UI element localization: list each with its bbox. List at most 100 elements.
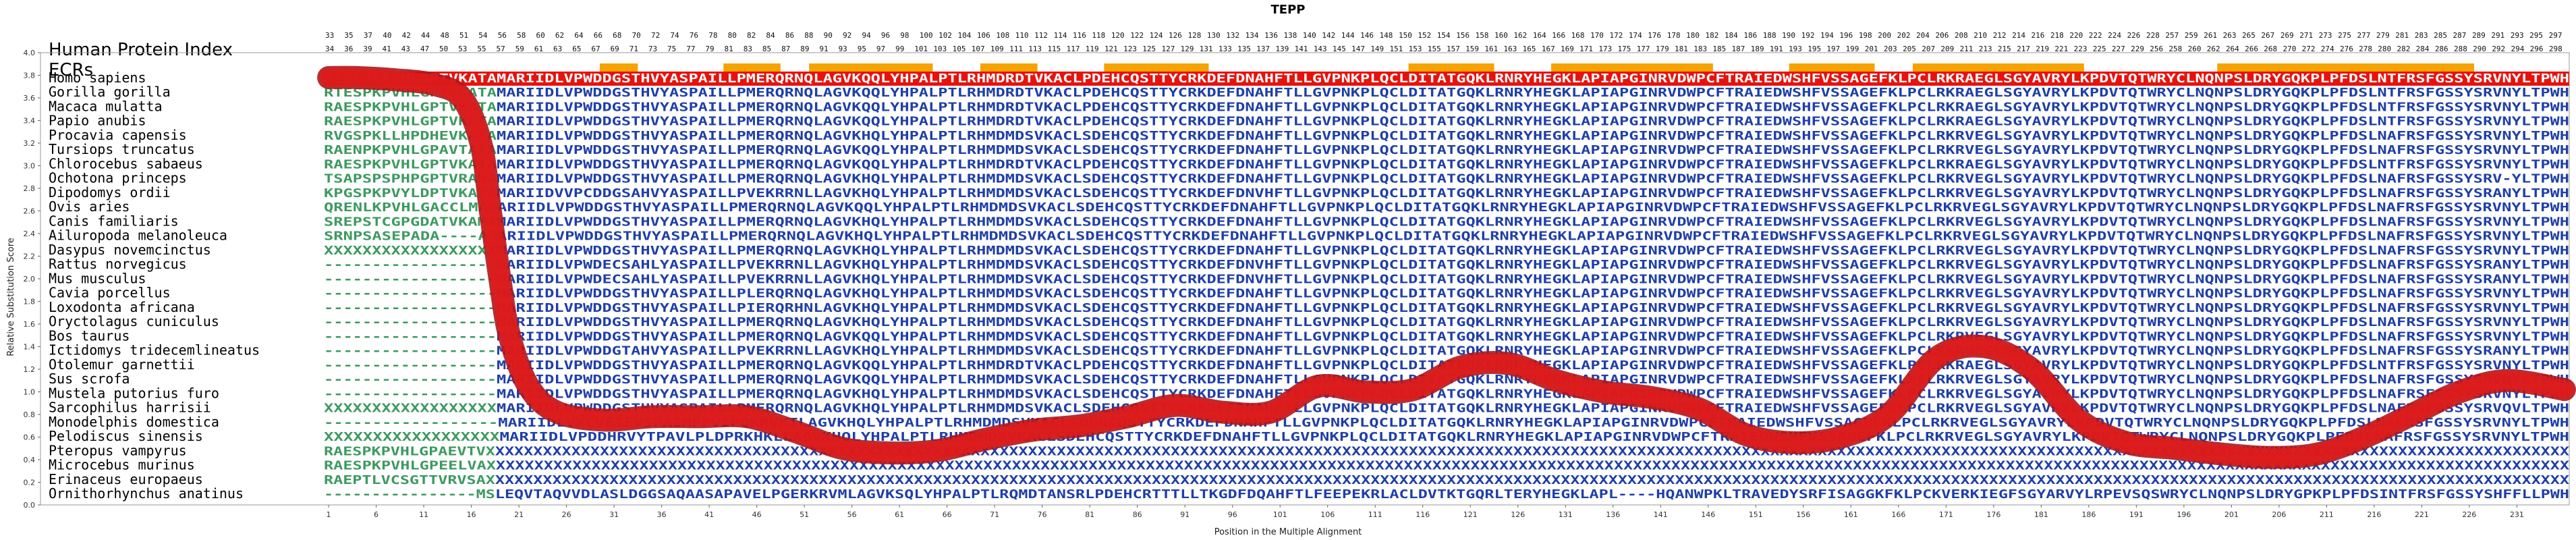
human-position-label: 162 bbox=[1513, 31, 1527, 40]
human-position-label: 153 bbox=[1409, 45, 1422, 53]
human-position-label: 40 bbox=[383, 31, 391, 40]
x-tick-label: 206 bbox=[2272, 510, 2286, 519]
sequence-core: MARIIDLVPWDDGSTHVYASPAILLPMERQRNQLAGVKHQ… bbox=[497, 387, 2569, 401]
human-position-label: 87 bbox=[781, 45, 790, 53]
chart-title: TEPP bbox=[1271, 3, 1306, 17]
sequence-nterm: RAESPKPVHLGPTVKATA bbox=[324, 157, 497, 171]
human-position-label: 146 bbox=[1360, 31, 1374, 40]
human-position-label: 266 bbox=[2245, 45, 2258, 53]
human-position-label: 175 bbox=[1618, 45, 1631, 53]
sequence-nterm: ------------------ bbox=[324, 315, 497, 329]
human-position-label: 256 bbox=[2150, 45, 2163, 53]
human-position-label: 125 bbox=[1142, 45, 1156, 53]
human-protein-index-bottom: 34 36 39 41 43 47 50 53 55 57 59 61 63 65 67 69 71 73 75 77… bbox=[325, 45, 2563, 53]
y-tick-label: 2.2 bbox=[24, 252, 36, 261]
human-position-label: 291 bbox=[2491, 31, 2504, 40]
sequence-nterm: ------------------ bbox=[324, 272, 497, 286]
species-name: Erinaceus europaeus bbox=[49, 471, 203, 487]
human-position-label: 297 bbox=[2549, 31, 2563, 40]
human-position-label: 208 bbox=[1955, 31, 1968, 40]
human-position-label: 103 bbox=[933, 45, 947, 53]
human-position-label: 285 bbox=[2434, 31, 2447, 40]
alignment-row: SREPSTCGPGDATVKAMA MARIIDLVPWDDGSTHVYASPA… bbox=[324, 215, 2569, 229]
human-position-label: 296 bbox=[2530, 45, 2544, 53]
human-position-label: 37 bbox=[364, 31, 372, 40]
x-tick-label: 31 bbox=[609, 510, 619, 519]
x-tick-label: 186 bbox=[2081, 510, 2096, 519]
human-position-label: 276 bbox=[2340, 45, 2353, 53]
species-name: Monodelphis domestica bbox=[49, 414, 219, 430]
x-tick-label: 101 bbox=[1273, 510, 1287, 519]
human-position-label: 101 bbox=[914, 45, 928, 53]
sequence-nterm: ------------------ bbox=[324, 287, 497, 301]
human-position-label: 129 bbox=[1181, 45, 1194, 53]
y-tick-label: 3.6 bbox=[24, 94, 36, 103]
human-position-label: 218 bbox=[2050, 31, 2064, 40]
x-tick-label: 56 bbox=[847, 510, 857, 519]
sequence-nterm: TSAPSPSPHPGPTVRAMA bbox=[324, 172, 497, 186]
y-tick-label: 2.0 bbox=[24, 275, 36, 284]
human-position-label: 277 bbox=[2357, 31, 2370, 40]
sequence-nterm: ------------------ bbox=[324, 329, 497, 344]
human-position-label: 72 bbox=[651, 31, 660, 40]
x-tick-label: 61 bbox=[895, 510, 904, 519]
species-name: Dipodomys ordii bbox=[49, 184, 171, 200]
x-tick-label: 141 bbox=[1654, 510, 1668, 519]
species-name: Procavia capensis bbox=[49, 127, 187, 143]
human-position-label: 135 bbox=[1237, 45, 1251, 53]
x-tick-label: 21 bbox=[514, 510, 524, 519]
sequence-nterm: RAESPKPVHLGPAEVTVX bbox=[324, 444, 495, 458]
human-position-label: 188 bbox=[1763, 31, 1776, 40]
x-tick-label: 226 bbox=[2462, 510, 2476, 519]
human-position-label: 110 bbox=[1015, 31, 1029, 40]
human-position-label: 165 bbox=[1523, 45, 1536, 53]
species-name: Otolemur garnettii bbox=[49, 356, 195, 373]
y-tick-label: 1.4 bbox=[24, 343, 36, 352]
human-position-label: 150 bbox=[1399, 31, 1412, 40]
human-position-label: 181 bbox=[1675, 45, 1688, 53]
human-position-label: 75 bbox=[667, 45, 676, 53]
human-position-label: 176 bbox=[1648, 31, 1661, 40]
human-position-label: 58 bbox=[517, 31, 526, 40]
human-position-label: 164 bbox=[1533, 31, 1546, 40]
human-position-label: 114 bbox=[1054, 31, 1067, 40]
species-name: Papio anubis bbox=[49, 113, 146, 129]
human-position-label: 60 bbox=[536, 31, 545, 40]
alignment-row: ------------------ MARIIDLVPWDDGSTHVYASPA… bbox=[324, 301, 2569, 315]
human-position-label: 288 bbox=[2454, 45, 2467, 53]
human-position-label: 93 bbox=[839, 45, 847, 53]
x-tick-label: 66 bbox=[943, 510, 952, 519]
human-position-label: 205 bbox=[1903, 45, 1916, 53]
human-position-label: 148 bbox=[1380, 31, 1393, 40]
alignment-row: ------------------ MARIIDLVPWDDGSTHVYASPA… bbox=[324, 315, 2569, 329]
human-position-label: 131 bbox=[1200, 45, 1213, 53]
human-position-label: 112 bbox=[1034, 31, 1048, 40]
human-position-label: 180 bbox=[1686, 31, 1700, 40]
human-position-label: 186 bbox=[1743, 31, 1757, 40]
human-position-label: 280 bbox=[2378, 45, 2391, 53]
sequence-nterm: ------------------ bbox=[324, 387, 497, 401]
human-position-label: 97 bbox=[876, 45, 885, 53]
sequence-core: LEQVTAQVVDLASLDGGSAQAASAPAVELPGERKRVMLAG… bbox=[495, 487, 2569, 502]
human-position-label: 127 bbox=[1161, 45, 1175, 53]
human-position-label: 283 bbox=[2415, 31, 2428, 40]
human-position-label: 211 bbox=[1960, 45, 1973, 53]
sequence-nterm: ------------------ bbox=[324, 416, 498, 430]
human-position-label: 68 bbox=[613, 31, 621, 40]
y-tick-label: 0.2 bbox=[24, 479, 36, 487]
human-position-label: 85 bbox=[762, 45, 771, 53]
x-tick-label: 71 bbox=[990, 510, 999, 519]
sequence-nterm: XXXXXXXXXXXXXXXXXX bbox=[324, 244, 497, 258]
human-position-label: 221 bbox=[2054, 45, 2068, 53]
human-position-label: 287 bbox=[2453, 31, 2467, 40]
human-position-label: 268 bbox=[2264, 45, 2277, 53]
x-tick-label: 166 bbox=[1891, 510, 1905, 519]
sequence-nterm: RVGSPKLLHPDHEVKATA bbox=[324, 129, 497, 143]
human-position-label: 113 bbox=[1028, 45, 1042, 53]
alignment-row: RAESPKPVHLGPAEVTVX XXXXXXXXXXXXXXXXXXXXXX… bbox=[324, 444, 2569, 458]
x-tick-label: 16 bbox=[467, 510, 476, 519]
human-position-label: 86 bbox=[785, 31, 794, 40]
human-position-label: 269 bbox=[2280, 31, 2294, 40]
human-position-label: 33 bbox=[325, 31, 334, 40]
sequence-nterm: RAEPTLVCSGTTVRVSAX bbox=[324, 473, 495, 487]
